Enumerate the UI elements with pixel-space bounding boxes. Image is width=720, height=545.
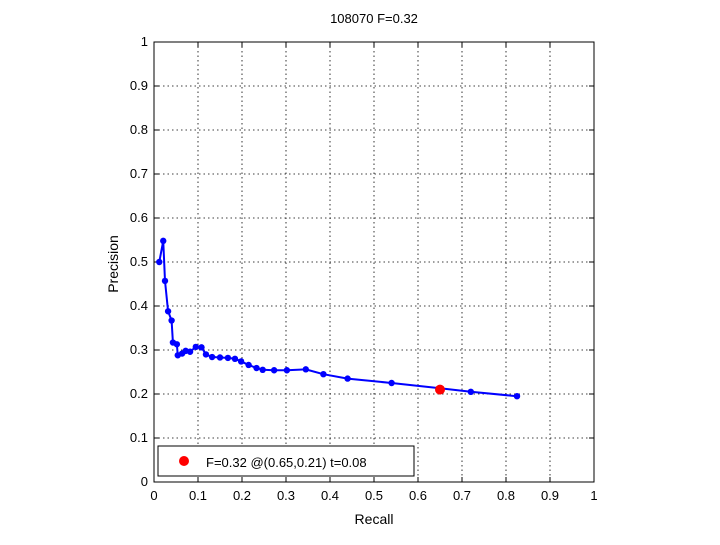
pr-curve-point <box>168 317 175 324</box>
legend-box <box>157 445 415 477</box>
pr-curve-point <box>344 375 351 382</box>
pr-curve-point <box>513 393 521 400</box>
best-f-point <box>435 384 445 395</box>
legend: F=0.32 @(0.65,0.21) t=0.08 <box>157 445 415 477</box>
y-tick-label: 0.6 <box>130 210 148 225</box>
x-tick-label: 0.6 <box>409 488 427 503</box>
pr-curve-point <box>388 379 395 387</box>
x-tick-label: 0.7 <box>453 488 471 503</box>
pr-curve-point <box>192 343 199 351</box>
pr-curve-point <box>224 354 232 362</box>
y-tick-label: 0.2 <box>130 386 148 401</box>
x-tick-label: 0.8 <box>497 488 515 503</box>
pr-curve-point <box>467 388 474 395</box>
y-tick-label: 0.5 <box>130 254 148 269</box>
pr-curve-point <box>253 364 260 372</box>
y-axis-label: Precision <box>105 235 121 293</box>
pr-curve-point <box>173 341 181 348</box>
pr-curve-point <box>320 371 327 378</box>
y-tick-label: 0.8 <box>130 122 148 137</box>
pr-curve-point <box>270 367 278 374</box>
pr-curve-point <box>202 351 210 358</box>
grid <box>154 42 594 482</box>
ticks: 0 0.1 0.2 0.3 0.4 0.5 0.6 0.7 0.8 0.9 1 0 0.1 0.2 0.3 0… <box>130 34 598 503</box>
x-tick-label: 0.2 <box>233 488 251 503</box>
x-tick-label: 0.3 <box>277 488 295 503</box>
legend-label: F=0.32 @(0.65,0.21) t=0.08 <box>206 455 367 470</box>
legend-marker <box>179 456 189 466</box>
x-tick-label: 0.9 <box>541 488 559 503</box>
pr-curve-point <box>283 367 291 374</box>
x-axis-label: Recall <box>355 511 394 527</box>
pr-curve-point <box>156 258 163 266</box>
y-tick-label: 0.1 <box>130 430 148 445</box>
x-tick-label: 0.4 <box>321 488 339 503</box>
chart-title: 108070 F=0.32 <box>330 11 418 26</box>
pr-curve-point <box>198 344 205 351</box>
x-tick-label: 1 <box>590 488 597 503</box>
pr-curve-point <box>216 354 224 361</box>
pr-curve-point <box>302 366 309 373</box>
pr-curve-point <box>237 358 245 365</box>
y-tick-label: 0.9 <box>130 78 148 93</box>
pr-curve-point <box>161 277 169 285</box>
x-tick-label: 0 <box>150 488 157 503</box>
pr-curve-point <box>231 355 239 362</box>
pr-curve-point <box>208 353 216 361</box>
y-tick-label: 0.4 <box>130 298 148 313</box>
y-tick-label: 0.7 <box>130 166 148 181</box>
pr-curve-point <box>160 237 167 245</box>
pr-curve-point <box>164 308 172 315</box>
x-tick-label: 0.1 <box>189 488 207 503</box>
series <box>156 237 521 400</box>
pr-curve-point <box>245 361 252 369</box>
pr-curve-point <box>259 366 266 373</box>
y-tick-label: 1 <box>141 34 148 49</box>
y-tick-label: 0.3 <box>130 342 148 357</box>
x-tick-label: 0.5 <box>365 488 383 503</box>
y-tick-label: 0 <box>141 474 148 489</box>
pr-curve-point <box>186 348 194 355</box>
